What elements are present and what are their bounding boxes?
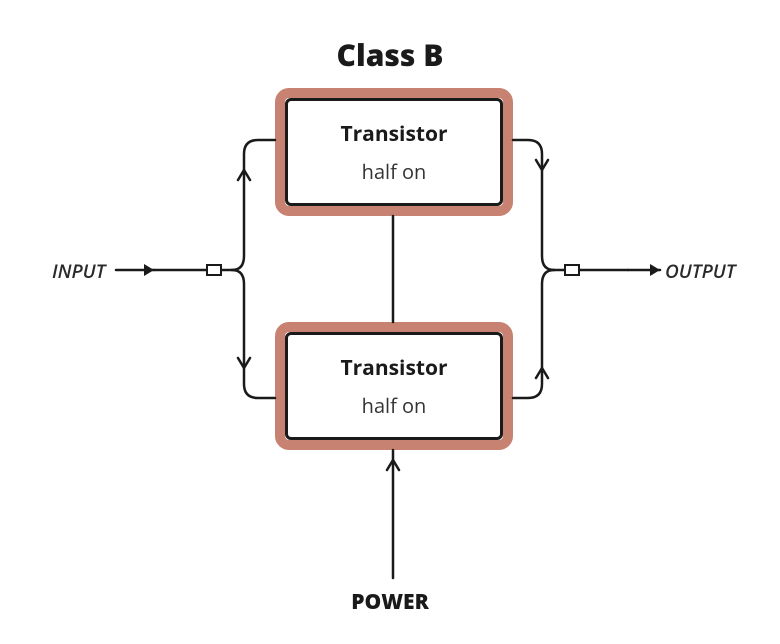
- block-bottom-line1: Transistor: [340, 354, 447, 382]
- transistor-block-bottom: Transistor half on: [275, 322, 513, 450]
- block-top-line1: Transistor: [340, 120, 447, 148]
- block-bottom-line2: half on: [362, 392, 427, 419]
- transistor-block-top-inner: Transistor half on: [285, 98, 503, 206]
- output-node: [564, 264, 580, 276]
- diagram-canvas: Class B Transistor half on Transistor ha…: [0, 0, 780, 644]
- output-label: OUTPUT: [665, 258, 736, 284]
- transistor-block-bottom-inner: Transistor half on: [285, 332, 503, 440]
- transistor-block-top: Transistor half on: [275, 88, 513, 216]
- diagram-title: Class B: [0, 34, 780, 75]
- power-label: POWER: [0, 588, 780, 616]
- input-node: [206, 264, 222, 276]
- input-label: INPUT: [52, 258, 105, 284]
- block-top-line2: half on: [362, 158, 427, 185]
